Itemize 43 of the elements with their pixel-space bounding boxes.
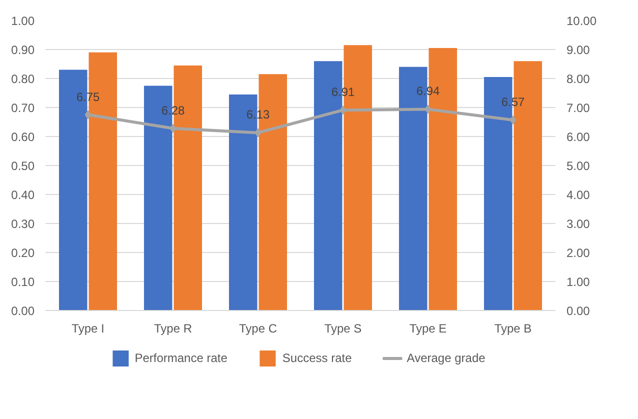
point bbox=[254, 128, 262, 138]
x-tick-label: Type R bbox=[154, 322, 192, 336]
y-tick-label: 0.30 bbox=[11, 217, 35, 231]
y2-tick-label: 3.00 bbox=[566, 217, 590, 231]
data-label: 6.94 bbox=[416, 84, 440, 98]
point bbox=[170, 124, 176, 133]
point bbox=[340, 106, 346, 115]
y-tick-label: 0.90 bbox=[11, 43, 35, 57]
y2-tick-label: 5.00 bbox=[566, 159, 590, 173]
y2-tick-label: 8.00 bbox=[566, 72, 590, 86]
x-tick-label: Type S bbox=[324, 322, 362, 336]
y2-tick-label: 2.00 bbox=[566, 246, 590, 260]
x-tick-label: Type E bbox=[409, 322, 447, 336]
data-label: 6.75 bbox=[76, 90, 100, 104]
y2-tick-label: 6.00 bbox=[566, 130, 590, 144]
x-tick-label: Type C bbox=[238, 322, 278, 336]
y-tick-label: 0.20 bbox=[11, 246, 35, 260]
y-tick-label: 1.00 bbox=[11, 14, 35, 28]
y-tick-label: 0.70 bbox=[11, 101, 35, 115]
y-tick-label: 0.00 bbox=[11, 304, 35, 318]
y2-tick-label: 0.00 bbox=[566, 304, 590, 318]
legend-label: Success rate bbox=[282, 351, 352, 365]
data-label: 6.13 bbox=[246, 108, 270, 122]
y2-tick-label: 7.00 bbox=[566, 101, 590, 115]
y-tick-label: 0.60 bbox=[11, 130, 35, 144]
legend-label: Performance rate bbox=[134, 351, 228, 365]
y2-tick-label: 10.00 bbox=[566, 14, 597, 28]
legend-label: Average grade bbox=[406, 351, 486, 365]
y2-tick-label: 9.00 bbox=[566, 43, 590, 57]
data-label: 6.28 bbox=[161, 103, 186, 118]
x-tick-label: Type I bbox=[72, 322, 104, 336]
y2-tick-label: 1.00 bbox=[566, 275, 590, 289]
x-tick-label: Type B bbox=[494, 322, 532, 336]
point bbox=[510, 115, 516, 124]
point bbox=[424, 104, 432, 114]
y-tick-label: 0.40 bbox=[11, 188, 35, 202]
data-label: 6.57 bbox=[501, 94, 526, 109]
y-tick-label: 0.50 bbox=[11, 159, 35, 173]
y2-tick-label: 4.00 bbox=[566, 188, 590, 202]
point bbox=[84, 110, 92, 120]
y-tick-label: 0.80 bbox=[11, 72, 35, 86]
data-label: 6.91 bbox=[331, 85, 356, 100]
y-tick-label: 0.10 bbox=[11, 275, 35, 289]
